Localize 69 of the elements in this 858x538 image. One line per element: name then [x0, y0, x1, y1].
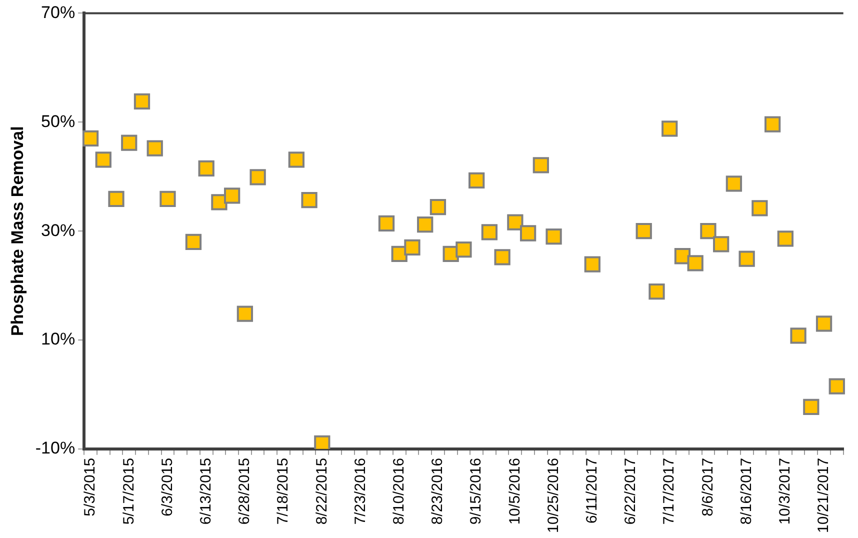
x-tick-label: 8/22/2015 — [313, 458, 330, 525]
point — [314, 435, 330, 449]
point — [185, 234, 202, 250]
point — [507, 214, 524, 230]
point — [700, 222, 716, 240]
point — [752, 200, 768, 216]
x-tick-label: 7/17/2017 — [660, 458, 678, 525]
point — [481, 224, 498, 240]
point — [494, 249, 510, 266]
point — [417, 216, 434, 233]
point — [160, 190, 176, 207]
point — [146, 140, 163, 156]
x-tick-label: 8/6/2017 — [699, 458, 716, 516]
x-tick-label: 8/23/2016 — [429, 458, 446, 525]
point — [648, 283, 665, 300]
point — [301, 192, 318, 208]
point — [404, 239, 420, 256]
point — [95, 152, 112, 168]
x-tick-label: 6/3/2015 — [158, 458, 176, 516]
x-tick-label: 6/22/2017 — [622, 458, 640, 525]
point — [546, 228, 562, 245]
point — [134, 93, 150, 110]
point — [790, 328, 806, 344]
x-tick-label: 10/21/2017 — [815, 458, 832, 534]
x-tick-label: 7/23/2016 — [352, 458, 369, 525]
x-tick-label: 7/18/2015 — [274, 458, 292, 525]
point — [224, 188, 240, 204]
x-tick-label: 6/13/2015 — [197, 458, 214, 525]
point — [828, 378, 845, 394]
x-tick-label: 6/28/2015 — [236, 458, 254, 525]
point — [456, 242, 472, 258]
point — [726, 176, 742, 192]
y-axis-title: Phosphate Mass Removal — [8, 126, 27, 336]
x-tick-label: 8/16/2017 — [738, 458, 755, 525]
x-tick-label: 9/15/2016 — [468, 458, 485, 525]
x-tick-label: 8/10/2016 — [390, 458, 408, 525]
x-tick-label: 10/3/2017 — [776, 458, 794, 525]
point — [636, 222, 652, 240]
point — [198, 160, 214, 176]
point — [816, 316, 832, 332]
y-tick-label: 50% — [41, 112, 76, 131]
point — [532, 157, 549, 174]
point — [430, 199, 446, 216]
x-tick-label: 10/25/2016 — [544, 458, 562, 534]
point — [803, 398, 820, 416]
point — [121, 134, 138, 151]
point — [713, 236, 730, 252]
point — [108, 190, 124, 207]
point — [738, 250, 755, 267]
x-tick-label: 5/17/2015 — [120, 458, 138, 525]
y-tick-label: 30% — [41, 220, 76, 240]
y-tick-label: -10% — [35, 438, 76, 458]
y-tick-label: 10% — [41, 330, 76, 349]
x-tick-label: 6/11/2017 — [584, 458, 601, 524]
point — [687, 255, 704, 272]
point — [250, 169, 266, 186]
point — [584, 256, 600, 272]
point — [662, 120, 678, 137]
point — [82, 130, 99, 147]
point — [236, 306, 254, 322]
point — [520, 225, 536, 242]
x-tick-label: 5/3/2015 — [82, 458, 99, 516]
y-tick-label: 70% — [41, 2, 76, 22]
x-tick-label: 10/5/2016 — [506, 458, 524, 525]
point — [777, 230, 794, 247]
point — [378, 215, 395, 232]
point — [468, 172, 485, 188]
point — [764, 116, 781, 132]
point — [288, 152, 304, 168]
